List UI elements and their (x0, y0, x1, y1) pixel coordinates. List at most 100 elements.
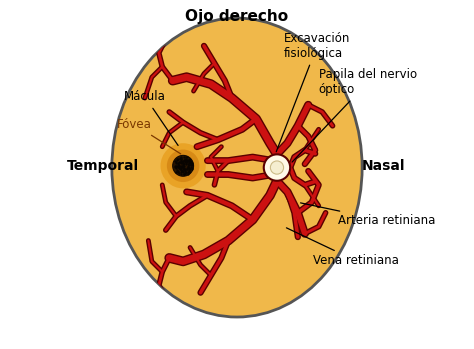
Point (174, 169, 182, 174)
Point (178, 160, 186, 166)
Point (186, 165, 193, 171)
Circle shape (167, 149, 200, 182)
Point (179, 158, 187, 164)
Point (188, 161, 196, 166)
Point (177, 164, 185, 169)
Text: Vena retiniana: Vena retiniana (286, 228, 400, 267)
Point (186, 165, 193, 171)
Point (181, 168, 189, 173)
Point (180, 169, 187, 174)
Point (174, 163, 182, 169)
Point (177, 165, 184, 170)
Point (185, 169, 192, 174)
Point (182, 159, 189, 164)
Point (181, 154, 188, 159)
Point (181, 168, 189, 173)
Point (177, 171, 185, 176)
Point (176, 156, 184, 162)
Point (177, 159, 185, 165)
Point (182, 156, 189, 162)
Point (178, 169, 185, 174)
Point (187, 161, 194, 167)
Point (182, 156, 190, 162)
Point (182, 162, 190, 167)
Point (185, 167, 193, 172)
Point (171, 158, 179, 164)
Point (176, 166, 184, 172)
Point (187, 164, 195, 170)
Point (181, 171, 188, 177)
Point (174, 164, 182, 169)
Text: Papila del nervio
óptico: Papila del nervio óptico (292, 68, 417, 162)
Point (174, 156, 182, 162)
Point (189, 165, 196, 171)
Point (188, 159, 195, 165)
Point (180, 164, 187, 170)
Point (176, 159, 183, 165)
Text: Temporal: Temporal (67, 159, 139, 173)
Ellipse shape (112, 18, 362, 317)
Point (179, 169, 186, 174)
Text: Ojo derecho: Ojo derecho (185, 9, 289, 24)
Point (175, 162, 183, 168)
Point (179, 169, 186, 174)
Point (185, 160, 193, 165)
Point (180, 166, 187, 171)
Point (179, 160, 186, 165)
Point (187, 159, 195, 164)
Point (182, 154, 190, 160)
Point (183, 166, 191, 171)
Point (177, 156, 184, 161)
Point (184, 162, 192, 167)
Point (180, 163, 187, 169)
Point (187, 162, 194, 167)
Point (172, 165, 179, 171)
Point (185, 170, 193, 175)
Point (173, 156, 181, 162)
Point (182, 159, 190, 165)
Point (181, 171, 188, 177)
Circle shape (270, 161, 283, 174)
Point (183, 157, 191, 163)
Point (185, 168, 193, 173)
Point (183, 158, 191, 163)
Point (173, 168, 181, 173)
Point (186, 159, 194, 164)
Point (187, 160, 195, 165)
Circle shape (173, 155, 193, 176)
Point (184, 169, 192, 174)
Point (177, 154, 184, 159)
Point (172, 163, 179, 168)
Point (182, 169, 189, 175)
Point (182, 170, 190, 176)
Point (182, 158, 189, 164)
Point (187, 162, 194, 168)
Text: Mácula: Mácula (124, 90, 178, 146)
Point (185, 162, 193, 168)
Circle shape (264, 154, 290, 181)
Point (184, 171, 191, 177)
Point (183, 159, 191, 165)
Point (174, 161, 182, 166)
Point (183, 166, 191, 171)
Point (175, 164, 183, 169)
Point (178, 156, 185, 162)
Point (177, 156, 184, 162)
Point (175, 165, 182, 170)
Point (178, 158, 186, 164)
Point (189, 163, 196, 168)
Point (179, 166, 187, 172)
Point (184, 158, 192, 164)
Point (185, 156, 192, 162)
Point (182, 157, 189, 163)
Point (174, 169, 182, 174)
Circle shape (161, 143, 206, 188)
Point (180, 171, 187, 176)
Point (179, 160, 187, 166)
Text: Nasal: Nasal (362, 159, 406, 173)
Text: Fóvea: Fóvea (117, 118, 181, 154)
Point (173, 163, 181, 169)
Point (177, 167, 185, 173)
Point (186, 166, 193, 172)
Point (186, 157, 193, 163)
